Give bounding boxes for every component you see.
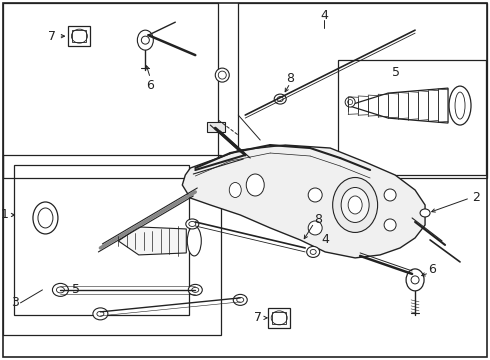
- Text: 7: 7: [49, 30, 56, 42]
- Ellipse shape: [348, 196, 362, 214]
- Polygon shape: [348, 88, 448, 123]
- Circle shape: [384, 219, 396, 231]
- Circle shape: [347, 100, 353, 104]
- Ellipse shape: [215, 68, 229, 82]
- Circle shape: [411, 276, 419, 284]
- Bar: [15, 165, 189, 315]
- Ellipse shape: [449, 86, 471, 125]
- Bar: [338, 60, 486, 175]
- Circle shape: [308, 188, 322, 202]
- Text: 7: 7: [254, 311, 262, 324]
- Ellipse shape: [455, 92, 465, 119]
- Ellipse shape: [307, 247, 319, 257]
- Ellipse shape: [97, 311, 104, 316]
- Ellipse shape: [186, 219, 199, 229]
- Ellipse shape: [341, 188, 369, 222]
- Text: 4: 4: [321, 233, 329, 247]
- Text: 5: 5: [73, 283, 80, 296]
- Text: 1: 1: [0, 208, 8, 221]
- Ellipse shape: [192, 287, 199, 292]
- Text: 3: 3: [12, 296, 20, 309]
- Polygon shape: [182, 145, 425, 258]
- Bar: [73, 30, 86, 42]
- Bar: [268, 308, 290, 328]
- Ellipse shape: [137, 30, 153, 50]
- Bar: [3, 155, 221, 335]
- Text: 2: 2: [472, 192, 480, 204]
- Ellipse shape: [237, 297, 244, 302]
- Ellipse shape: [277, 96, 283, 102]
- Circle shape: [384, 189, 396, 201]
- Ellipse shape: [52, 283, 69, 296]
- Circle shape: [345, 97, 355, 107]
- Ellipse shape: [274, 94, 286, 104]
- Ellipse shape: [406, 269, 424, 291]
- Ellipse shape: [93, 308, 108, 320]
- Ellipse shape: [33, 202, 58, 234]
- Ellipse shape: [246, 174, 264, 196]
- Ellipse shape: [233, 294, 247, 305]
- Ellipse shape: [229, 183, 241, 198]
- Bar: [238, 3, 487, 178]
- Text: 6: 6: [428, 264, 436, 276]
- Ellipse shape: [187, 226, 201, 256]
- Text: 8: 8: [286, 72, 294, 85]
- Bar: [207, 122, 225, 132]
- Ellipse shape: [38, 208, 53, 228]
- Circle shape: [308, 221, 322, 235]
- Ellipse shape: [333, 177, 378, 233]
- Text: 6: 6: [147, 78, 154, 91]
- Bar: [69, 26, 90, 46]
- Ellipse shape: [420, 209, 430, 217]
- Ellipse shape: [189, 221, 196, 226]
- Ellipse shape: [56, 287, 64, 293]
- Text: 4: 4: [320, 9, 328, 22]
- Bar: [272, 312, 286, 324]
- Circle shape: [141, 36, 149, 44]
- Ellipse shape: [188, 284, 202, 296]
- Text: 5: 5: [392, 66, 400, 78]
- Bar: [3, 3, 218, 178]
- Ellipse shape: [310, 249, 316, 255]
- Polygon shape: [119, 227, 186, 255]
- Ellipse shape: [218, 71, 226, 79]
- Text: 8: 8: [314, 213, 322, 226]
